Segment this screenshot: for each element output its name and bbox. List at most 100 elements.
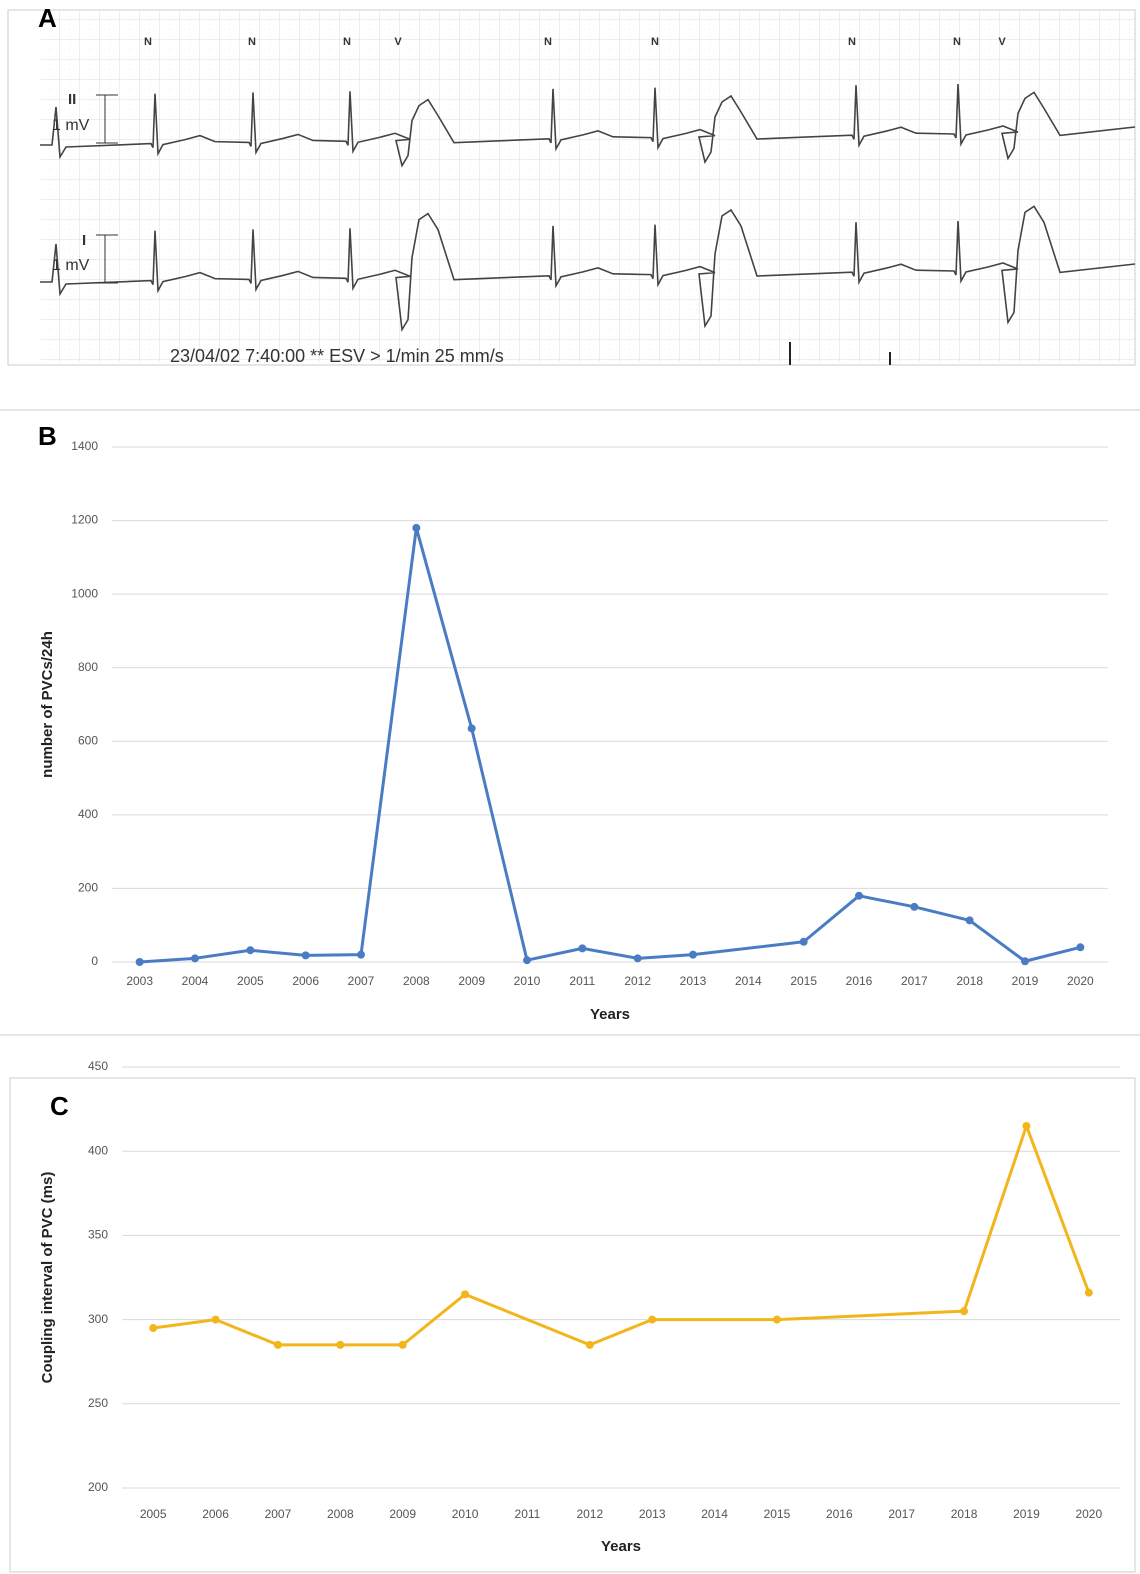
panel-label: A — [38, 3, 57, 33]
scale-label: 1 mV — [52, 257, 90, 274]
figure: A II 1 mV I 1 mV 23/04/02 7:40:00 ** ESV… — [0, 0, 1140, 1574]
y-tick-label: 300 — [88, 1312, 108, 1326]
x-tick-label: 2010 — [452, 1507, 479, 1521]
x-axis-title: Years — [590, 1006, 630, 1023]
x-tick-label: 2006 — [202, 1507, 229, 1521]
lead-label: II — [68, 91, 76, 108]
x-tick-label: 2003 — [126, 974, 153, 988]
data-point — [1022, 1122, 1030, 1130]
x-tick-label: 2011 — [515, 1507, 541, 1521]
x-tick-label: 2011 — [569, 974, 595, 988]
x-tick-label: 2014 — [701, 1507, 728, 1521]
data-point — [523, 956, 531, 964]
beat-label: N — [544, 36, 552, 48]
x-tick-label: 2019 — [1012, 974, 1039, 988]
data-point — [1076, 943, 1084, 951]
x-tick-label: 2020 — [1075, 1507, 1102, 1521]
beat-label: V — [394, 36, 402, 48]
beat-label: N — [651, 36, 659, 48]
data-point — [1085, 1289, 1093, 1297]
data-point — [468, 724, 476, 732]
y-axis-title: number of PVCs/24h — [39, 631, 56, 778]
data-point — [399, 1341, 407, 1349]
x-tick-label: 2007 — [265, 1507, 292, 1521]
data-point — [212, 1316, 220, 1324]
y-tick-label: 200 — [88, 1480, 108, 1494]
y-tick-label: 400 — [88, 1143, 108, 1157]
data-point — [855, 892, 863, 900]
data-point — [586, 1341, 594, 1349]
x-tick-label: 2009 — [389, 1507, 416, 1521]
data-point — [336, 1341, 344, 1349]
panel-label: B — [38, 421, 57, 451]
x-tick-label: 2015 — [790, 974, 817, 988]
y-tick-label: 0 — [91, 954, 98, 968]
page: A II 1 mV I 1 mV 23/04/02 7:40:00 ** ESV… — [0, 0, 1140, 1574]
data-point — [773, 1316, 781, 1324]
x-tick-label: 2016 — [846, 974, 873, 988]
x-tick-label: 2013 — [680, 974, 707, 988]
x-tick-label: 2019 — [1013, 1507, 1040, 1521]
data-point — [357, 951, 365, 959]
y-tick-label: 350 — [88, 1228, 108, 1242]
panel-label: C — [50, 1091, 69, 1121]
data-point — [578, 944, 586, 952]
beat-label: N — [248, 36, 256, 48]
x-tick-label: 2006 — [292, 974, 319, 988]
data-line — [140, 528, 1081, 962]
x-tick-label: 2009 — [458, 974, 485, 988]
data-point — [800, 938, 808, 946]
data-point — [274, 1341, 282, 1349]
data-point — [302, 951, 310, 959]
y-tick-label: 1200 — [71, 513, 98, 527]
ecg-caption: 23/04/02 7:40:00 ** ESV > 1/min 25 mm/s — [170, 346, 504, 366]
data-point — [136, 958, 144, 966]
beat-label: N — [343, 36, 351, 48]
y-tick-label: 1400 — [71, 439, 98, 453]
beat-label: V — [998, 36, 1006, 48]
beat-label: N — [848, 36, 856, 48]
x-tick-label: 2018 — [951, 1507, 978, 1521]
data-point — [191, 954, 199, 962]
ecg-grid — [40, 12, 1135, 362]
x-tick-label: 2018 — [956, 974, 983, 988]
data-point — [1021, 957, 1029, 965]
y-tick-label: 250 — [88, 1396, 108, 1410]
beat-label: N — [953, 36, 961, 48]
data-point — [461, 1290, 469, 1298]
x-tick-label: 2008 — [327, 1507, 354, 1521]
data-point — [960, 1307, 968, 1315]
x-tick-label: 2013 — [639, 1507, 666, 1521]
x-tick-label: 2005 — [140, 1507, 167, 1521]
x-tick-label: 2020 — [1067, 974, 1094, 988]
data-point — [648, 1316, 656, 1324]
y-tick-label: 400 — [78, 807, 98, 821]
x-tick-label: 2017 — [901, 974, 928, 988]
data-point — [634, 954, 642, 962]
data-point — [966, 916, 974, 924]
y-axis-title: Coupling interval of PVC (ms) — [39, 1172, 56, 1384]
x-tick-label: 2017 — [888, 1507, 915, 1521]
y-tick-label: 800 — [78, 660, 98, 674]
data-point — [246, 946, 254, 954]
x-tick-label: 2004 — [182, 974, 209, 988]
x-tick-label: 2005 — [237, 974, 264, 988]
x-tick-label: 2015 — [764, 1507, 791, 1521]
data-point — [689, 951, 697, 959]
x-tick-label: 2010 — [514, 974, 541, 988]
data-point — [910, 903, 918, 911]
y-tick-label: 600 — [78, 733, 98, 747]
data-point — [149, 1324, 157, 1332]
y-tick-label: 450 — [88, 1059, 108, 1073]
scale-label: 1 mV — [52, 117, 90, 134]
x-tick-label: 2008 — [403, 974, 430, 988]
y-tick-label: 200 — [78, 881, 98, 895]
y-tick-label: 1000 — [71, 586, 98, 600]
x-tick-label: 2016 — [826, 1507, 853, 1521]
beat-label: N — [144, 36, 152, 48]
x-tick-label: 2014 — [735, 974, 762, 988]
x-tick-label: 2007 — [348, 974, 375, 988]
x-tick-label: 2012 — [624, 974, 651, 988]
x-tick-label: 2012 — [576, 1507, 603, 1521]
x-axis-title: Years — [601, 1538, 641, 1555]
